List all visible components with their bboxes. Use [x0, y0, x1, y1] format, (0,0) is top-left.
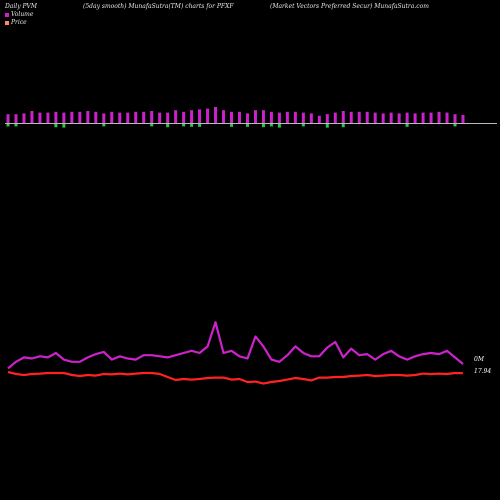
legend-volume: Volume — [5, 11, 33, 18]
volume-bar-up — [214, 107, 218, 123]
volume-bar-up — [46, 112, 50, 123]
legend-price-swatch — [5, 20, 9, 25]
volume-bar-up — [269, 111, 273, 123]
volume-end-label: 0M — [474, 356, 484, 363]
volume-bar-up — [14, 114, 18, 123]
volume-bar-down — [453, 124, 457, 127]
volume-bar-up — [397, 113, 401, 123]
volume-bar-up — [230, 111, 234, 123]
volume-bar-up — [301, 112, 305, 123]
volume-bar-up — [445, 112, 449, 123]
volume-bar-up — [198, 109, 202, 123]
volume-bar-up — [142, 111, 146, 123]
volume-bar-up — [94, 111, 98, 123]
volume-bar-down — [150, 124, 154, 127]
volume-bar-down — [230, 124, 234, 127]
volume-bar-up — [237, 111, 241, 123]
volume-bar-up — [70, 111, 74, 123]
volume-bar-up — [317, 115, 321, 123]
volume-bar-up — [381, 113, 385, 123]
volume-bar-up — [453, 114, 457, 123]
volume-bar-up — [150, 111, 154, 123]
volume-bar-down — [341, 124, 345, 128]
volume-bar-up — [30, 111, 34, 123]
volume-bar-up — [405, 112, 409, 123]
volume-bar-down — [405, 124, 409, 127]
header-right: (Market Vectors Preferred Secur) MunafaS… — [270, 3, 429, 10]
volume-bar-up — [222, 110, 226, 123]
volume-bar-up — [325, 114, 329, 123]
header-center: (5day smooth) MunafaSutra(TM) charts for… — [83, 3, 234, 10]
legend-volume-label: Volume — [11, 11, 34, 18]
volume-bar-down — [62, 124, 66, 128]
volume-bar-up — [389, 112, 393, 123]
volume-bar-down — [182, 124, 186, 127]
header-left: Daily PVM — [5, 3, 38, 10]
volume-bar-down — [14, 124, 18, 127]
volume-bar-up — [349, 111, 353, 123]
volume-bar-up — [253, 110, 257, 123]
volume-bar-up — [357, 111, 361, 123]
volume-bar-up — [158, 112, 162, 123]
volume-bar-up — [38, 112, 42, 123]
legend-volume-swatch — [5, 12, 9, 17]
volume-bar-up — [365, 111, 369, 123]
volume-bar-down — [245, 124, 249, 127]
volume-bar-down — [6, 124, 10, 127]
volume-bar-down — [54, 124, 58, 128]
volume-bar-up — [134, 111, 138, 123]
volume-bar-up — [309, 113, 313, 123]
volume-bar-down — [269, 124, 273, 127]
price-end-label: 17.94 — [474, 368, 492, 375]
volume-bar-up — [62, 112, 66, 123]
volume-bar-up — [206, 108, 210, 123]
legend-price: Price — [5, 19, 27, 26]
volume-bar-up — [341, 111, 345, 123]
volume-bar-up — [285, 111, 289, 123]
volume-bar-up — [102, 113, 106, 123]
volume-bar-down — [325, 124, 329, 128]
volume-bar-down — [166, 124, 170, 128]
legend-price-label: Price — [11, 19, 27, 26]
volume-bar-down — [102, 124, 106, 127]
volume-bar-up — [373, 112, 377, 123]
volume-bar-up — [245, 113, 249, 123]
volume-bar-up — [437, 111, 441, 123]
price-series-line — [7, 370, 464, 385]
volume-bar-up — [118, 112, 122, 123]
volume-bar-up — [54, 111, 58, 123]
volume-bar-down — [198, 124, 202, 127]
volume-bar-up — [126, 112, 130, 123]
volume-bar-up — [22, 113, 26, 123]
volume-bar-up — [421, 112, 425, 123]
volume-bar-up — [190, 110, 194, 123]
volume-bar-up — [78, 111, 82, 123]
volume-bar-up — [6, 114, 10, 123]
volume-bar-up — [461, 115, 465, 123]
volume-bar-up — [86, 111, 90, 123]
volume-bar-up — [261, 110, 265, 123]
volume-series-line — [7, 321, 464, 370]
volume-bar-down — [190, 124, 194, 127]
volume-bar-up — [277, 112, 281, 123]
volume-bar-up — [413, 113, 417, 123]
volume-bar-up — [166, 112, 170, 123]
volume-bar-up — [293, 111, 297, 123]
volume-bar-up — [182, 111, 186, 123]
volume-bar-up — [429, 112, 433, 123]
volume-bar-up — [333, 112, 337, 123]
volume-bar-down — [301, 124, 305, 127]
volume-bar-down — [277, 124, 281, 128]
volume-bar-up — [110, 111, 114, 123]
volume-bar-up — [174, 110, 178, 123]
volume-bar-down — [261, 124, 265, 128]
